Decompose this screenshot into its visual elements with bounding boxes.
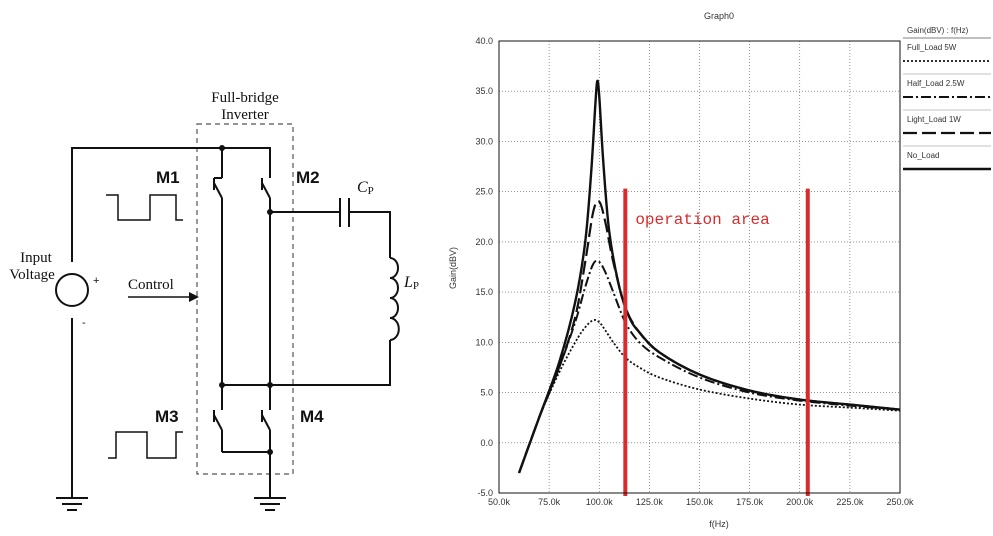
y-tick-label: -5.0 bbox=[477, 488, 493, 498]
switch-m2 bbox=[261, 178, 271, 199]
x-tick-label: 125.0k bbox=[636, 497, 664, 507]
input-voltage-label-line2: Voltage bbox=[9, 267, 55, 283]
series-line-no-load bbox=[517, 79, 901, 474]
switch-m3-label: M3 bbox=[155, 407, 179, 426]
switch-m1-label: M1 bbox=[156, 168, 180, 187]
control-arrow-icon bbox=[128, 292, 199, 302]
x-tick-label: 100.0k bbox=[586, 497, 614, 507]
capacitor-cp-label: CP bbox=[357, 179, 374, 197]
y-axis-label: Gain(dBV) bbox=[448, 247, 458, 289]
y-tick-label: 15.0 bbox=[475, 287, 493, 297]
capacitor-cp-icon bbox=[339, 198, 350, 227]
source-minus-sign: - bbox=[82, 317, 86, 329]
control-label: Control bbox=[128, 277, 174, 293]
chart-series bbox=[517, 79, 901, 474]
x-tick-label: 175.0k bbox=[736, 497, 764, 507]
inductor-lp-symbol: L bbox=[403, 274, 413, 291]
capacitor-cp-symbol: C bbox=[357, 179, 368, 196]
switch-m2-label: M2 bbox=[296, 168, 320, 187]
gain-vs-frequency-chart: Graph0 Gain(dBV) f(Hz) 50.0k 75.0k 100.0k 1… bbox=[448, 11, 991, 529]
y-tick-label: 20.0 bbox=[475, 237, 493, 247]
inverter-title-line2: Inverter bbox=[221, 107, 268, 123]
ground-right-icon bbox=[254, 497, 286, 511]
ground-left-icon bbox=[56, 497, 88, 511]
operation-area-label: operation area bbox=[635, 211, 770, 229]
y-tick-label: 0.0 bbox=[480, 438, 493, 448]
y-tick-label: 40.0 bbox=[475, 36, 493, 46]
circuit-wiring bbox=[71, 147, 391, 498]
series-line-half-load-2-5w bbox=[518, 259, 901, 474]
chart-annotations: operation area bbox=[623, 188, 810, 497]
full-bridge-inverter-schematic: Full-bridge Inverter Input Voltage + - C… bbox=[9, 90, 419, 511]
switch-m3 bbox=[213, 410, 223, 431]
inverter-boundary-box bbox=[196, 123, 294, 475]
y-tick-label: 25.0 bbox=[475, 187, 493, 197]
x-tick-label: 250.0k bbox=[886, 497, 914, 507]
x-tick-label: 150.0k bbox=[686, 497, 714, 507]
inverter-title-line1: Full-bridge bbox=[211, 90, 279, 106]
y-tick-label: 35.0 bbox=[475, 86, 493, 96]
chart-title: Graph0 bbox=[704, 11, 734, 21]
source-plus-sign: + bbox=[93, 275, 99, 287]
chart-legend: Gain(dBV) : f(Hz) Full_Load 5W Half_Load 2… bbox=[903, 26, 991, 171]
legend-entry-label: Full_Load 5W bbox=[907, 43, 957, 52]
switch-m4 bbox=[261, 410, 271, 431]
inductor-lp-label: LP bbox=[403, 274, 419, 292]
y-tick-label: 30.0 bbox=[475, 136, 493, 146]
m1-gate-waveform bbox=[106, 194, 183, 221]
capacitor-cp-subscript: P bbox=[368, 185, 374, 197]
chart-ticks: 50.0k 75.0k 100.0k 125.0k 150.0k 175.0k 200.0k… bbox=[475, 36, 914, 507]
switch-m1 bbox=[213, 177, 223, 199]
m3-gate-waveform bbox=[108, 431, 183, 459]
voltage-source-icon bbox=[55, 273, 89, 307]
x-axis-label: f(Hz) bbox=[709, 519, 729, 529]
x-tick-label: 200.0k bbox=[786, 497, 814, 507]
inductor-lp-icon bbox=[389, 257, 400, 341]
legend-entry-label: Light_Load 1W bbox=[907, 115, 961, 124]
legend-header: Gain(dBV) : f(Hz) bbox=[907, 26, 969, 35]
inductor-lp-subscript: P bbox=[413, 280, 419, 292]
y-tick-label: 10.0 bbox=[475, 337, 493, 347]
x-tick-label: 75.0k bbox=[538, 497, 561, 507]
y-tick-label: 5.0 bbox=[480, 388, 493, 398]
x-tick-label: 225.0k bbox=[836, 497, 864, 507]
x-tick-label: 50.0k bbox=[488, 497, 511, 507]
legend-entry-label: Half_Load 2.5W bbox=[907, 79, 965, 88]
input-voltage-label-line1: Input bbox=[20, 250, 52, 266]
switch-m4-label: M4 bbox=[300, 407, 324, 426]
plot-frame bbox=[498, 40, 901, 494]
series-line-full-load-5w bbox=[518, 319, 901, 474]
legend-entry-label: No_Load bbox=[907, 151, 939, 160]
chart-grid bbox=[498, 40, 901, 494]
junction-dots bbox=[219, 145, 273, 455]
